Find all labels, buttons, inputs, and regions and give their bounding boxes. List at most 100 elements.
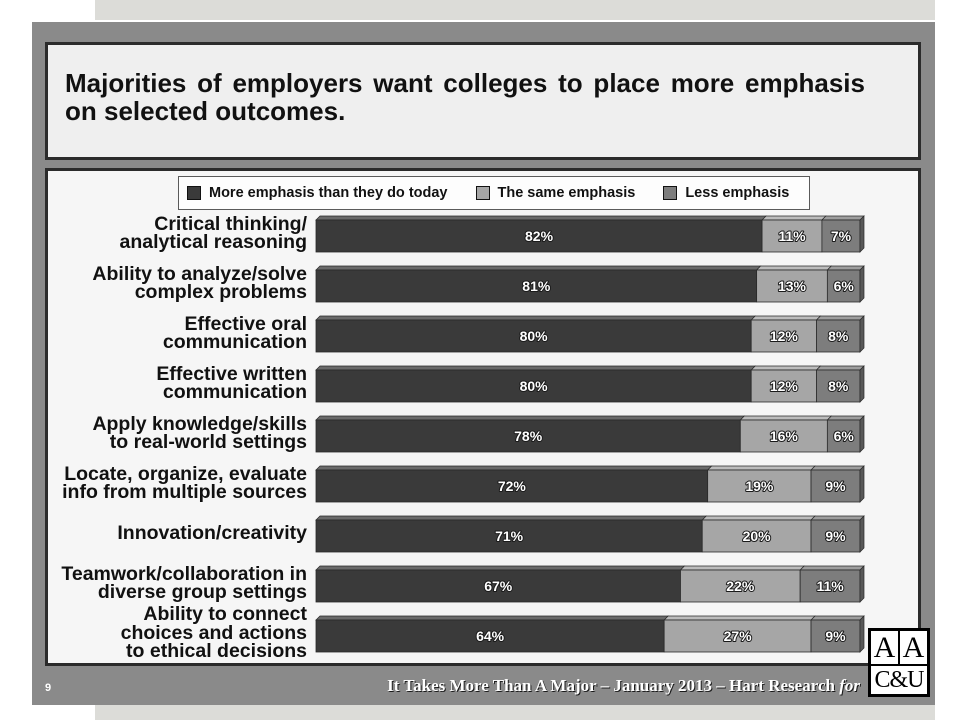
bar-same-emphasis-row-6 xyxy=(707,469,812,503)
chart-legend: More emphasis than they do today The sam… xyxy=(178,176,810,210)
bar-row-4: 80% 12% 8% xyxy=(315,365,865,403)
bar-top-face-less-emphasis-row-3 xyxy=(815,315,865,321)
bar-row-6: 72% 19% 9% xyxy=(315,465,865,503)
bar-row-9: 64% 27% 9% xyxy=(315,615,865,653)
bar-top-face-same-emphasis-row-4 xyxy=(750,365,822,371)
bar-less-emphasis-row-2 xyxy=(826,269,861,303)
bar-top-face-less-emphasis-row-9 xyxy=(810,615,865,621)
category-label-complex-problems: Ability to analyze/solve complex problem… xyxy=(92,262,307,303)
bar-top-face-less-emphasis-row-5 xyxy=(826,415,865,421)
bar-row-7: 71% 20% 9% xyxy=(315,515,865,553)
bar-less-emphasis-row-9 xyxy=(810,619,861,653)
data-label-more-emphasis-row-1: 82% xyxy=(525,228,554,244)
category-label-ethical-decisions: Ability to connect choices and actions t… xyxy=(120,603,307,663)
bar-row-1: 82% 11% 7% xyxy=(315,215,865,253)
bar-side-face-row-7 xyxy=(859,515,865,553)
category-label-innovation: Innovation/creativity xyxy=(117,521,307,544)
legend-label-more-emphasis: More emphasis than they do today xyxy=(209,185,448,201)
legend-item-less-emphasis: Less emphasis xyxy=(663,185,789,201)
bar-same-emphasis-row-5 xyxy=(739,419,828,453)
data-label-more-emphasis-row-5: 78% xyxy=(514,428,543,444)
bar-top-face-more-emphasis-row-9 xyxy=(315,615,670,621)
legend-item-more-emphasis: More emphasis than they do today xyxy=(187,185,448,201)
title-box: Majorities of employers want colleges to… xyxy=(45,42,921,160)
data-label-more-emphasis-row-6: 72% xyxy=(498,478,527,494)
data-label-same-emphasis-row-8: 22% xyxy=(726,578,755,594)
bar-top-face-more-emphasis-row-4 xyxy=(315,365,757,371)
bar-top-face-same-emphasis-row-6 xyxy=(706,465,816,471)
legend-swatch-more-emphasis xyxy=(187,186,201,200)
data-label-same-emphasis-row-9: 27% xyxy=(724,628,753,644)
logo-letter-right: A xyxy=(902,631,925,664)
data-label-more-emphasis-row-8: 67% xyxy=(484,578,513,594)
bar-top-face-more-emphasis-row-8 xyxy=(315,565,686,571)
bar-top-face-same-emphasis-row-1 xyxy=(761,215,827,221)
data-label-same-emphasis-row-1: 11% xyxy=(778,228,806,244)
bar-same-emphasis-row-8 xyxy=(680,569,801,603)
bottom-decorative-band xyxy=(95,705,935,720)
bar-same-emphasis-row-7 xyxy=(701,519,812,553)
bar-top-face-less-emphasis-row-1 xyxy=(821,215,865,221)
bar-same-emphasis-row-1 xyxy=(761,219,823,253)
data-label-less-emphasis-row-9: 9% xyxy=(825,628,846,644)
data-label-less-emphasis-row-7: 9% xyxy=(825,528,846,544)
data-label-more-emphasis-row-9: 64% xyxy=(476,628,505,644)
bar-side-face-row-8 xyxy=(859,565,865,603)
bar-more-emphasis-row-2 xyxy=(315,269,758,303)
footer-italic-text: for xyxy=(839,676,860,695)
stacked-bar-plot: 82% 11% 7% 81% 13% 6% 80% 12% 8% 80% 12% 8% 78% 16% 6%… xyxy=(315,215,865,653)
chart-panel: More emphasis than they do today The sam… xyxy=(45,168,921,666)
bar-top-face-same-emphasis-row-5 xyxy=(739,415,833,421)
bar-more-emphasis-row-4 xyxy=(315,369,752,403)
data-label-less-emphasis-row-8: 11% xyxy=(816,578,844,594)
bar-less-emphasis-row-6 xyxy=(810,469,861,503)
legend-label-less-emphasis: Less emphasis xyxy=(685,185,790,201)
bar-top-face-more-emphasis-row-7 xyxy=(315,515,708,521)
bar-side-face-row-5 xyxy=(859,415,865,453)
bar-top-face-less-emphasis-row-2 xyxy=(826,265,865,271)
bar-top-face-less-emphasis-row-8 xyxy=(799,565,865,571)
data-label-less-emphasis-row-5: 6% xyxy=(834,428,855,444)
bar-row-2: 81% 13% 6% xyxy=(315,265,865,303)
bar-more-emphasis-row-3 xyxy=(315,319,752,353)
slide: Majorities of employers want colleges to… xyxy=(32,22,935,705)
data-label-same-emphasis-row-4: 12% xyxy=(770,378,799,394)
bar-side-face-row-2 xyxy=(859,265,865,303)
bar-less-emphasis-row-1 xyxy=(821,219,861,253)
bar-top-face-more-emphasis-row-1 xyxy=(315,215,767,221)
bar-more-emphasis-row-1 xyxy=(315,219,763,253)
category-label-written-communication: Effective written communication xyxy=(156,362,307,403)
bar-row-3: 80% 12% 8% xyxy=(315,315,865,353)
bar-top-face-same-emphasis-row-8 xyxy=(679,565,806,571)
bar-more-emphasis-row-9 xyxy=(315,619,665,653)
data-label-same-emphasis-row-5: 16% xyxy=(770,428,799,444)
legend-swatch-less-emphasis xyxy=(663,186,678,200)
footer-text: It Takes More Than A Major – January 201… xyxy=(387,676,835,695)
bar-more-emphasis-row-7 xyxy=(315,519,703,553)
page-number: 9 xyxy=(45,682,52,694)
category-label-apply-knowledge: Apply knowledge/skills to real-world set… xyxy=(92,412,307,453)
bar-top-face-less-emphasis-row-6 xyxy=(810,465,865,471)
category-label-critical-thinking: Critical thinking/ analytical reasoning xyxy=(119,212,308,253)
bar-side-face-row-4 xyxy=(859,365,865,403)
data-label-more-emphasis-row-7: 71% xyxy=(495,528,524,544)
bar-more-emphasis-row-8 xyxy=(315,569,681,603)
bar-top-face-more-emphasis-row-6 xyxy=(315,465,713,471)
bar-side-face-row-9 xyxy=(859,615,865,653)
data-label-same-emphasis-row-3: 12% xyxy=(770,328,799,344)
bar-same-emphasis-row-2 xyxy=(756,269,828,303)
bar-top-face-same-emphasis-row-7 xyxy=(701,515,816,521)
bar-same-emphasis-row-3 xyxy=(750,319,817,353)
legend-swatch-same-emphasis xyxy=(475,186,490,200)
bar-top-face-more-emphasis-row-3 xyxy=(315,315,757,321)
bar-more-emphasis-row-6 xyxy=(315,469,709,503)
data-label-same-emphasis-row-2: 13% xyxy=(778,278,807,294)
data-label-less-emphasis-row-1: 7% xyxy=(831,228,852,244)
bar-less-emphasis-row-4 xyxy=(816,369,861,403)
data-label-less-emphasis-row-2: 6% xyxy=(834,278,855,294)
data-label-less-emphasis-row-4: 8% xyxy=(828,378,849,394)
bar-top-face-same-emphasis-row-9 xyxy=(663,615,816,621)
aacu-logo: A A C&U xyxy=(868,628,930,697)
data-label-less-emphasis-row-3: 8% xyxy=(828,328,849,344)
data-label-more-emphasis-row-3: 80% xyxy=(520,328,549,344)
